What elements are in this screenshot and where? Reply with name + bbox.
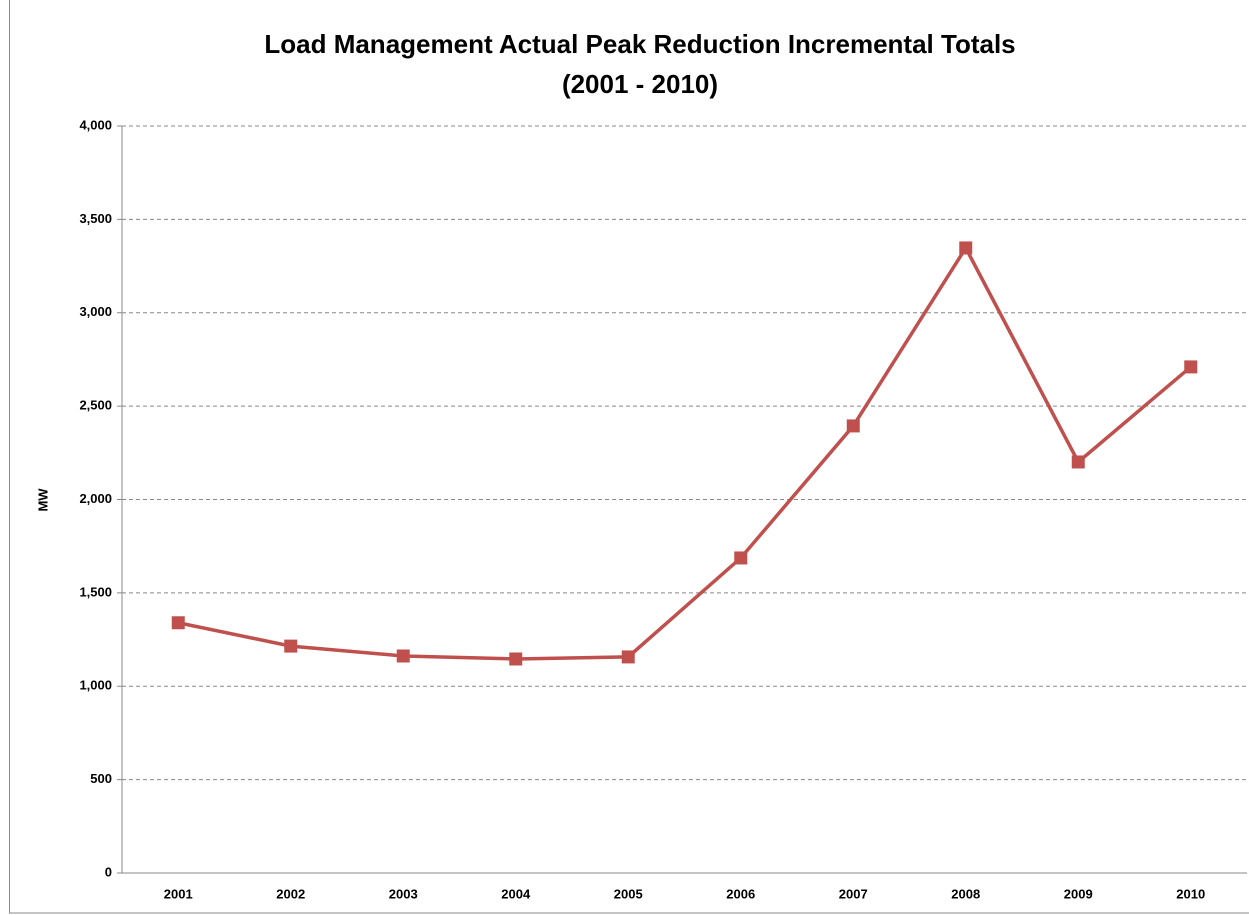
- chart-title: (2001 - 2010): [562, 69, 718, 99]
- series-line: [177, 244, 1192, 661]
- y-tick-label: 2,000: [79, 491, 112, 506]
- chart-border: [9, 0, 1249, 914]
- x-tick-label: 2003: [389, 886, 418, 901]
- y-tick-label: 1,500: [79, 584, 112, 599]
- point-marker: [959, 241, 973, 255]
- x-tick-label: 2001: [164, 886, 193, 901]
- x-tick-label: 2005: [614, 886, 643, 901]
- point-marker: [621, 650, 635, 664]
- y-tick-label: 2,500: [79, 398, 112, 413]
- point-marker: [509, 652, 523, 666]
- y-tick-label: 0: [105, 864, 112, 879]
- point-marker: [1184, 360, 1198, 374]
- x-tick-label: 2010: [1176, 886, 1205, 901]
- point-marker: [846, 419, 860, 433]
- y-tick-label: 4,000: [79, 117, 112, 132]
- y-tick-label: 500: [90, 771, 112, 786]
- x-tick-label: 2002: [276, 886, 305, 901]
- point-marker: [396, 649, 410, 663]
- x-tick-label: 2006: [726, 886, 755, 901]
- point-marker: [284, 639, 298, 653]
- y-tick-label: 3,000: [79, 304, 112, 319]
- y-tick-label: 3,500: [79, 211, 112, 226]
- x-tick-label: 2007: [839, 886, 868, 901]
- point-marker: [171, 616, 185, 630]
- point-marker: [734, 551, 748, 565]
- x-tick-label: 2008: [951, 886, 980, 901]
- point-marker: [1071, 455, 1085, 469]
- x-tick-label: 2009: [1064, 886, 1093, 901]
- chart-title: Load Management Actual Peak Reduction In…: [264, 29, 1015, 59]
- x-tick-label: 2004: [501, 886, 531, 901]
- y-tick-label: 1,000: [79, 678, 112, 693]
- y-axis-label: MW: [35, 488, 50, 512]
